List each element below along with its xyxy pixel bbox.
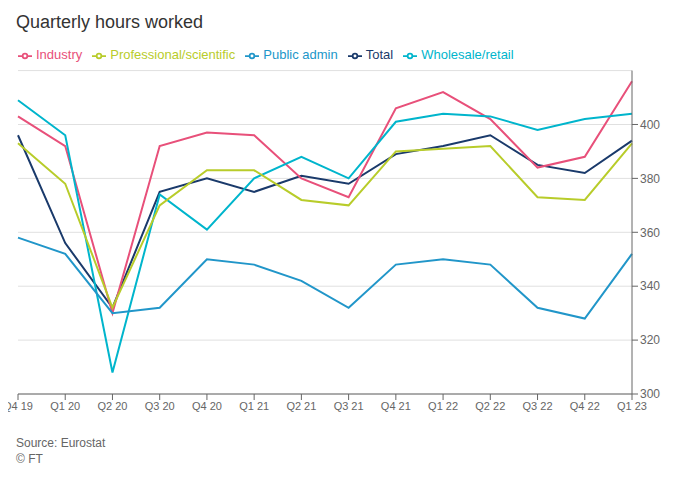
svg-text:380: 380 bbox=[640, 172, 660, 186]
svg-text:Q1 23: Q1 23 bbox=[617, 400, 647, 412]
svg-text:Q1 20: Q1 20 bbox=[50, 400, 80, 412]
svg-text:Q4 21: Q4 21 bbox=[381, 400, 411, 412]
svg-text:Q4 22: Q4 22 bbox=[570, 400, 600, 412]
html-text:Source: Eurostat: Source: Eurostat bbox=[16, 436, 106, 450]
svg-text:320: 320 bbox=[640, 333, 660, 347]
svg-text:Q2 20: Q2 20 bbox=[97, 400, 127, 412]
svg-text:Q3 22: Q3 22 bbox=[523, 400, 553, 412]
svg-text:360: 360 bbox=[640, 226, 660, 240]
svg-text:340: 340 bbox=[640, 279, 660, 293]
svg-text:Q1 21: Q1 21 bbox=[239, 400, 269, 412]
html-text:© FT: © FT bbox=[16, 452, 43, 466]
svg-text:Q2 21: Q2 21 bbox=[286, 400, 316, 412]
svg-text:Q4 20: Q4 20 bbox=[192, 400, 222, 412]
svg-text:Q2 22: Q2 22 bbox=[475, 400, 505, 412]
html-text:Quarterly hours worked: Quarterly hours worked bbox=[16, 12, 204, 32]
svg-text:Q3 21: Q3 21 bbox=[334, 400, 364, 412]
html-text:Professional/scientific: Professional/scientific bbox=[110, 47, 236, 62]
html-text:Public admin: Public admin bbox=[263, 47, 338, 62]
svg-text:Q1 22: Q1 22 bbox=[428, 400, 458, 412]
svg-text:Q3 20: Q3 20 bbox=[145, 400, 175, 412]
svg-text:Q4 19: Q4 19 bbox=[8, 400, 33, 412]
svg-text:300: 300 bbox=[640, 387, 660, 401]
svg-text:400: 400 bbox=[640, 118, 660, 132]
html-text:Total: Total bbox=[365, 47, 394, 62]
html-text:Industry: Industry bbox=[36, 47, 83, 62]
html-text:Wholesale/retail: Wholesale/retail bbox=[421, 47, 514, 62]
